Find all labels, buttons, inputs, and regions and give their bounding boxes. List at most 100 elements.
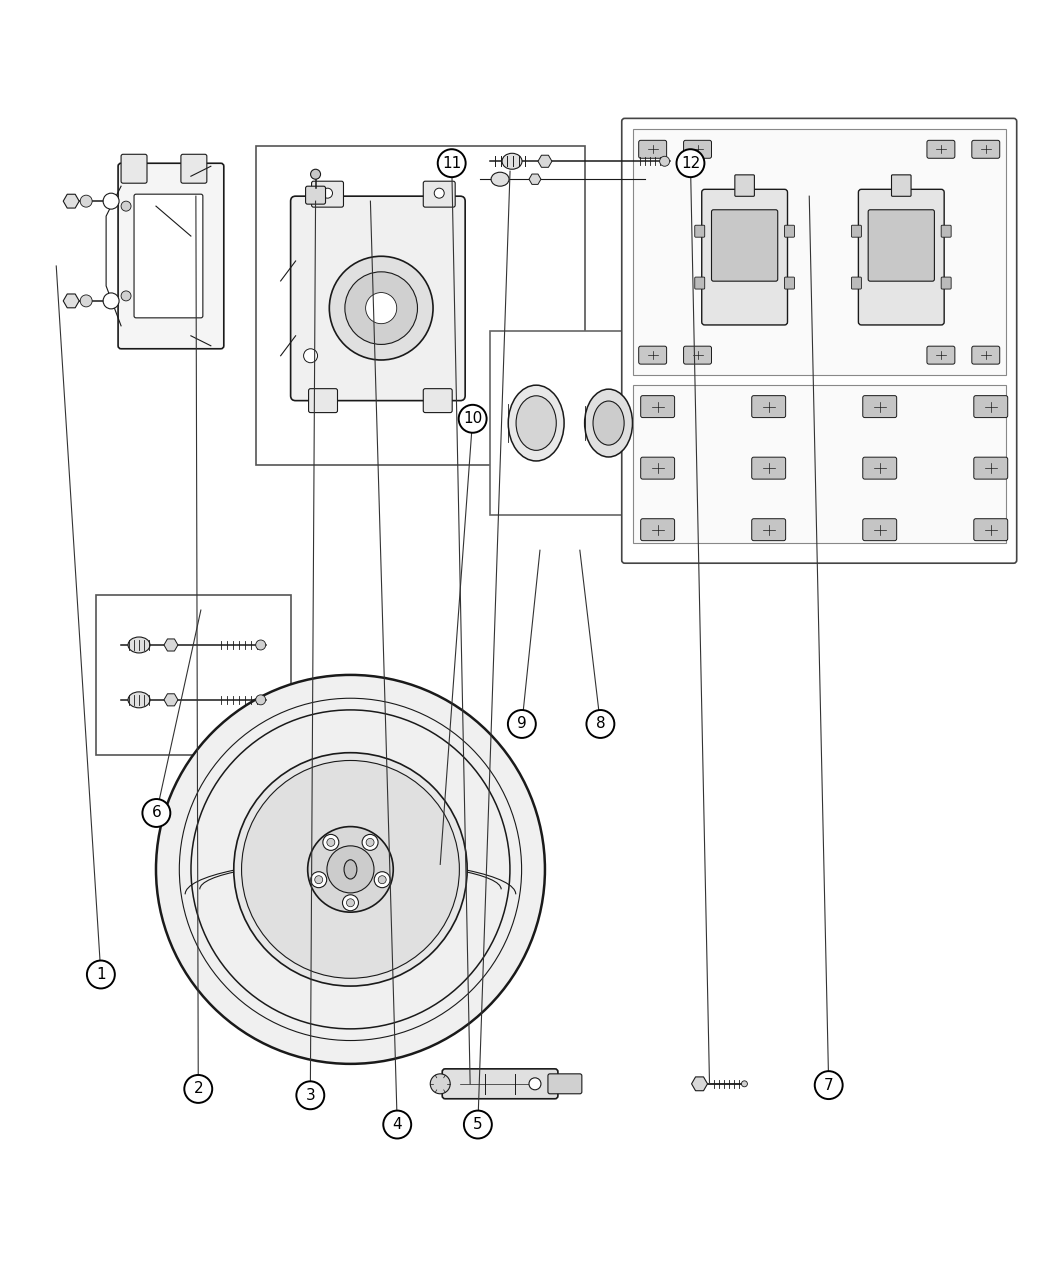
Circle shape [346, 899, 355, 907]
FancyBboxPatch shape [712, 210, 778, 282]
Circle shape [529, 1077, 541, 1090]
Polygon shape [538, 156, 552, 167]
FancyBboxPatch shape [309, 389, 337, 413]
Circle shape [234, 752, 467, 986]
Circle shape [366, 839, 374, 847]
FancyBboxPatch shape [941, 226, 951, 237]
Circle shape [430, 1074, 450, 1094]
Ellipse shape [502, 153, 522, 170]
Text: 8: 8 [595, 717, 605, 732]
Bar [490, 330, 654, 515]
Circle shape [242, 760, 459, 978]
Circle shape [459, 405, 486, 432]
Text: 12: 12 [680, 156, 700, 171]
Circle shape [322, 834, 339, 850]
Circle shape [80, 195, 92, 207]
FancyBboxPatch shape [972, 347, 1000, 365]
Circle shape [103, 293, 119, 309]
Circle shape [256, 640, 266, 650]
Bar [633, 129, 1006, 375]
Bar [256, 147, 585, 465]
Circle shape [676, 149, 705, 177]
FancyBboxPatch shape [695, 226, 705, 237]
FancyBboxPatch shape [863, 395, 897, 418]
FancyBboxPatch shape [859, 189, 944, 325]
Circle shape [365, 292, 397, 324]
FancyBboxPatch shape [752, 458, 785, 479]
Circle shape [103, 194, 119, 209]
FancyBboxPatch shape [118, 163, 224, 349]
Bar [633, 385, 1006, 543]
Circle shape [80, 295, 92, 307]
Circle shape [374, 872, 391, 887]
Circle shape [256, 695, 266, 705]
Text: 11: 11 [442, 156, 461, 171]
Polygon shape [692, 1077, 708, 1090]
Text: 6: 6 [151, 806, 162, 821]
FancyBboxPatch shape [972, 140, 1000, 158]
Circle shape [303, 349, 317, 362]
FancyBboxPatch shape [752, 395, 785, 418]
Polygon shape [63, 194, 79, 208]
Circle shape [362, 834, 378, 850]
Text: 2: 2 [193, 1081, 203, 1096]
Circle shape [185, 1075, 212, 1103]
Circle shape [87, 960, 114, 988]
FancyBboxPatch shape [640, 458, 674, 479]
FancyBboxPatch shape [638, 347, 667, 365]
FancyBboxPatch shape [181, 154, 207, 184]
FancyBboxPatch shape [784, 226, 795, 237]
Circle shape [464, 1111, 491, 1139]
FancyBboxPatch shape [442, 1068, 558, 1099]
Circle shape [330, 256, 433, 360]
Ellipse shape [508, 385, 564, 462]
Circle shape [156, 674, 545, 1063]
Circle shape [311, 170, 320, 180]
FancyBboxPatch shape [312, 181, 343, 207]
Text: 3: 3 [306, 1088, 315, 1103]
Ellipse shape [516, 395, 556, 450]
FancyBboxPatch shape [134, 194, 203, 317]
Circle shape [378, 876, 386, 884]
FancyBboxPatch shape [973, 519, 1008, 541]
Circle shape [815, 1071, 843, 1099]
FancyBboxPatch shape [752, 519, 785, 541]
Text: 5: 5 [474, 1117, 483, 1132]
Circle shape [322, 189, 333, 198]
Circle shape [327, 845, 374, 892]
FancyBboxPatch shape [701, 189, 788, 325]
FancyBboxPatch shape [548, 1074, 582, 1094]
FancyBboxPatch shape [306, 186, 326, 204]
Circle shape [383, 1111, 412, 1139]
FancyBboxPatch shape [684, 347, 712, 365]
FancyBboxPatch shape [891, 175, 911, 196]
FancyBboxPatch shape [291, 196, 465, 400]
FancyBboxPatch shape [868, 210, 934, 282]
Text: 9: 9 [517, 717, 527, 732]
FancyBboxPatch shape [423, 389, 453, 413]
Text: 1: 1 [96, 966, 106, 982]
FancyBboxPatch shape [684, 140, 712, 158]
Circle shape [143, 799, 170, 827]
Circle shape [296, 1081, 324, 1109]
Circle shape [311, 872, 327, 887]
Circle shape [342, 895, 358, 910]
FancyBboxPatch shape [695, 277, 705, 289]
Circle shape [308, 826, 394, 912]
Circle shape [741, 1081, 748, 1086]
FancyBboxPatch shape [784, 277, 795, 289]
Circle shape [438, 149, 465, 177]
Ellipse shape [593, 402, 624, 445]
Ellipse shape [128, 692, 150, 708]
Ellipse shape [128, 638, 150, 653]
Circle shape [121, 201, 131, 212]
FancyBboxPatch shape [423, 181, 456, 207]
FancyBboxPatch shape [638, 140, 667, 158]
FancyBboxPatch shape [863, 458, 897, 479]
Circle shape [508, 710, 536, 738]
Ellipse shape [585, 389, 632, 456]
FancyBboxPatch shape [863, 519, 897, 541]
Polygon shape [63, 295, 79, 307]
FancyBboxPatch shape [640, 395, 674, 418]
Polygon shape [164, 694, 177, 706]
